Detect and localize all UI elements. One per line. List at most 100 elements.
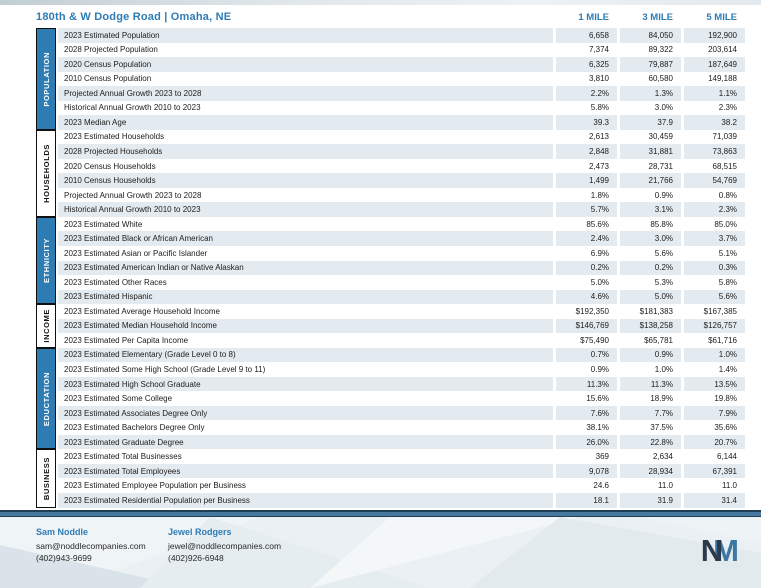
- column-header-5mile: 5 MILE: [706, 11, 737, 23]
- table-row: 2023 Estimated Total Businesses 369 2,63…: [58, 449, 745, 464]
- section-rows: 2023 Estimated Population 6,658 84,050 1…: [58, 28, 745, 130]
- table-row: 2023 Estimated Total Employees 9,078 28,…: [58, 463, 745, 479]
- row-value-5mile: 3.7%: [684, 231, 745, 246]
- row-value-3mile: 37.5%: [650, 423, 673, 433]
- row-value-1mile: 26.0%: [556, 434, 617, 450]
- row-value-3mile: 0.2%: [620, 260, 681, 276]
- row-label: Projected Annual Growth 2023 to 2028: [58, 86, 553, 101]
- row-value-1mile: 7,374: [588, 45, 609, 55]
- row-value-1mile: 24.6: [593, 481, 609, 491]
- logo-letter-n: N: [700, 533, 724, 568]
- row-value-5mile: 85.0%: [714, 219, 737, 229]
- table-row: 2010 Census Households 1,499 21,766 54,7…: [58, 173, 745, 188]
- table-row: 2023 Estimated Employee Population per B…: [58, 478, 745, 493]
- table-row: Historical Annual Growth 2010 to 2023 5.…: [58, 101, 745, 116]
- section-tab-label: ETHNICITY: [41, 238, 51, 283]
- table-row: 2023 Estimated Some College 15.6% 18.9% …: [58, 391, 745, 406]
- table-row: 2023 Estimated Bachelors Degree Only 38.…: [58, 420, 745, 435]
- table-row: 2023 Estimated Black or African American…: [58, 231, 745, 246]
- row-value-1mile: $146,769: [556, 318, 617, 334]
- row-value-1mile: 9,078: [556, 463, 617, 479]
- row-value-1mile: 6.9%: [590, 248, 609, 258]
- table-row: 2023 Estimated Median Household Income $…: [58, 318, 745, 334]
- row-value-3mile: 21,766: [620, 173, 681, 188]
- row-label: Historical Annual Growth 2010 to 2023: [64, 103, 201, 113]
- row-value-5mile: 1.1%: [684, 86, 745, 101]
- row-value-3mile: 1.0%: [654, 364, 673, 374]
- row-label: 2020 Census Households: [64, 161, 156, 171]
- table-row: 2023 Median Age 39.3 37.9 38.2: [58, 115, 745, 130]
- table-row: 2020 Census Households 2,473 28,731 68,5…: [58, 159, 745, 174]
- row-value-5mile: 5.1%: [718, 248, 737, 258]
- row-value-3mile: 84,050: [620, 28, 681, 43]
- table-row: 2023 Estimated Households 2,613 30,459 7…: [58, 130, 745, 145]
- row-value-5mile: 6,144: [716, 452, 737, 462]
- row-value-5mile: 19.8%: [714, 394, 737, 404]
- row-label: 2023 Estimated White: [64, 219, 143, 229]
- table-section: INCOME 2023 Estimated Average Household …: [36, 304, 745, 348]
- section-tab: HOUSEHOLDS: [36, 129, 56, 217]
- row-value-5mile: 35.6%: [714, 423, 737, 433]
- row-value-3mile: 5.0%: [620, 289, 681, 305]
- row-value-1mile: 0.7%: [556, 347, 617, 363]
- top-gradient-strip: [0, 0, 761, 5]
- row-label: 2023 Estimated Hispanic: [58, 289, 553, 305]
- row-value-5mile: 187,649: [684, 57, 745, 72]
- row-value-5mile: 68,515: [712, 161, 737, 171]
- row-label: 2023 Estimated Associates Degree Only: [58, 405, 553, 421]
- row-value-5mile: $61,716: [708, 335, 737, 345]
- footer-background-pattern: [0, 517, 761, 588]
- row-value-5mile: 203,614: [708, 45, 737, 55]
- table-row: Projected Annual Growth 2023 to 2028 2.2…: [58, 86, 745, 101]
- table-row: 2023 Estimated Other Races 5.0% 5.3% 5.8…: [58, 275, 745, 290]
- row-value-3mile: 1.3%: [620, 86, 681, 101]
- table-section: ETHNICITY 2023 Estimated White 85.6% 85.…: [36, 216, 745, 305]
- row-value-3mile: 5.3%: [654, 277, 673, 287]
- row-label: Historical Annual Growth 2010 to 2023: [58, 202, 553, 217]
- row-value-3mile: 37.9: [620, 115, 681, 130]
- row-value-1mile: 5.0%: [590, 277, 609, 287]
- table-row: 2023 Estimated Elementary (Grade Level 0…: [58, 347, 745, 363]
- row-value-5mile: 5.8%: [718, 277, 737, 287]
- row-value-1mile: $75,490: [580, 335, 609, 345]
- row-label: 2028 Projected Households: [58, 144, 553, 159]
- table-row: Projected Annual Growth 2023 to 2028 1.8…: [58, 188, 745, 203]
- table-section: BUSINESS 2023 Estimated Total Businesses…: [36, 449, 745, 508]
- row-value-1mile: 6,325: [556, 57, 617, 72]
- row-value-5mile: $126,757: [684, 318, 745, 334]
- row-value-1mile: 1,499: [556, 173, 617, 188]
- row-value-5mile: 38.2: [684, 115, 745, 130]
- table-section: HOUSEHOLDS 2023 Estimated Households 2,6…: [36, 129, 745, 217]
- row-value-5mile: 2.3%: [718, 103, 737, 113]
- row-value-5mile: 54,769: [684, 173, 745, 188]
- row-label: 2023 Estimated Households: [64, 132, 165, 142]
- table-section: POPULATION 2023 Estimated Population 6,6…: [36, 28, 745, 130]
- row-value-3mile: 11.0: [658, 481, 673, 491]
- row-value-1mile: 3,810: [588, 74, 609, 84]
- table-row: Historical Annual Growth 2010 to 2023 5.…: [58, 202, 745, 217]
- section-tab-label: HOUSEHOLDS: [41, 143, 51, 203]
- section-tab: EDUCTATION: [36, 347, 56, 450]
- row-label: 2023 Estimated Some College: [64, 394, 173, 404]
- row-value-3mile: $138,258: [620, 318, 681, 334]
- contact-list: Sam Noddle sam@noddlecompanies.com (402)…: [36, 527, 300, 564]
- row-value-5mile: 13.5%: [684, 376, 745, 392]
- contact-name: Sam Noddle: [36, 527, 89, 537]
- row-value-3mile: 3.1%: [620, 202, 681, 217]
- row-value-1mile: 85.6%: [586, 219, 609, 229]
- table-row: 2028 Projected Population 7,374 89,322 2…: [58, 43, 745, 58]
- row-value-1mile: 5.7%: [556, 202, 617, 217]
- section-rows: 2023 Estimated Average Household Income …: [58, 304, 745, 348]
- row-label: 2023 Estimated Asian or Pacific Islander: [64, 248, 208, 258]
- table-row: 2023 Estimated Asian or Pacific Islander…: [58, 246, 745, 261]
- row-value-1mile: 38.1%: [586, 423, 609, 433]
- row-value-3mile: 11.3%: [620, 376, 681, 392]
- logo-letter-m: M: [713, 533, 739, 568]
- row-value-5mile: 192,900: [684, 28, 745, 43]
- row-label: 2023 Estimated Median Household Income: [58, 318, 553, 334]
- row-value-3mile: 89,322: [648, 45, 673, 55]
- section-rows: 2023 Estimated Households 2,613 30,459 7…: [58, 130, 745, 217]
- section-tab-label: POPULATION: [41, 51, 51, 107]
- contact-sam-noddle: Sam Noddle sam@noddlecompanies.com (402)…: [36, 527, 168, 564]
- contact-phone: (402)943-9699: [36, 553, 92, 563]
